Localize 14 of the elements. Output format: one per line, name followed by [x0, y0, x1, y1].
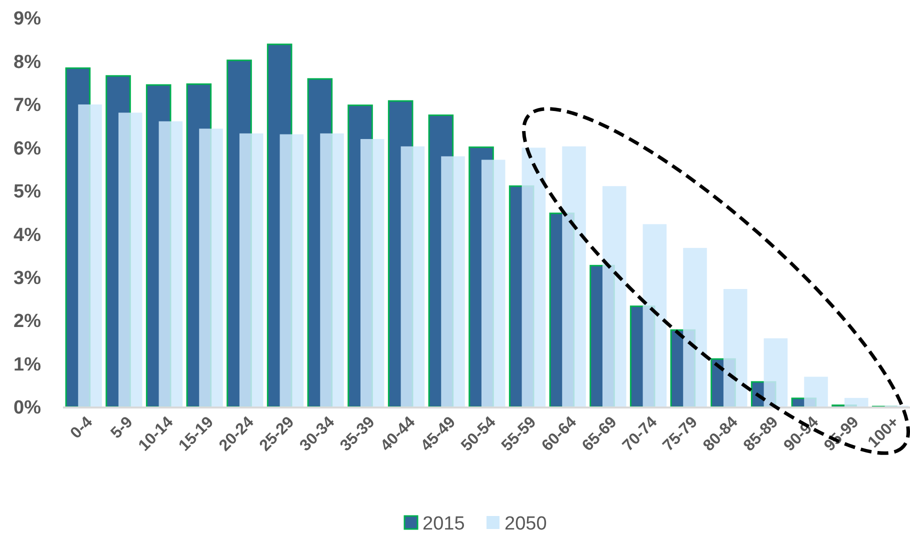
y-tick-label: 9%	[14, 8, 42, 30]
legend-label: 2050	[504, 514, 547, 535]
y-tick-label: 4%	[14, 224, 42, 246]
y-tick-label: 1%	[14, 354, 42, 376]
x-tick-label: 5-9	[108, 414, 136, 442]
x-tick-label: 0-4	[68, 414, 96, 442]
y-tick-label: 2%	[14, 311, 42, 332]
legend-label: 2015	[422, 514, 465, 535]
y-tick-label: 5%	[14, 182, 42, 203]
y-tick-label: 7%	[14, 95, 42, 116]
y-tick-label: 6%	[14, 138, 42, 160]
y-tick-label: 8%	[14, 52, 42, 73]
y-tick-label: 3%	[14, 268, 42, 289]
y-tick-label: 0%	[14, 398, 42, 419]
